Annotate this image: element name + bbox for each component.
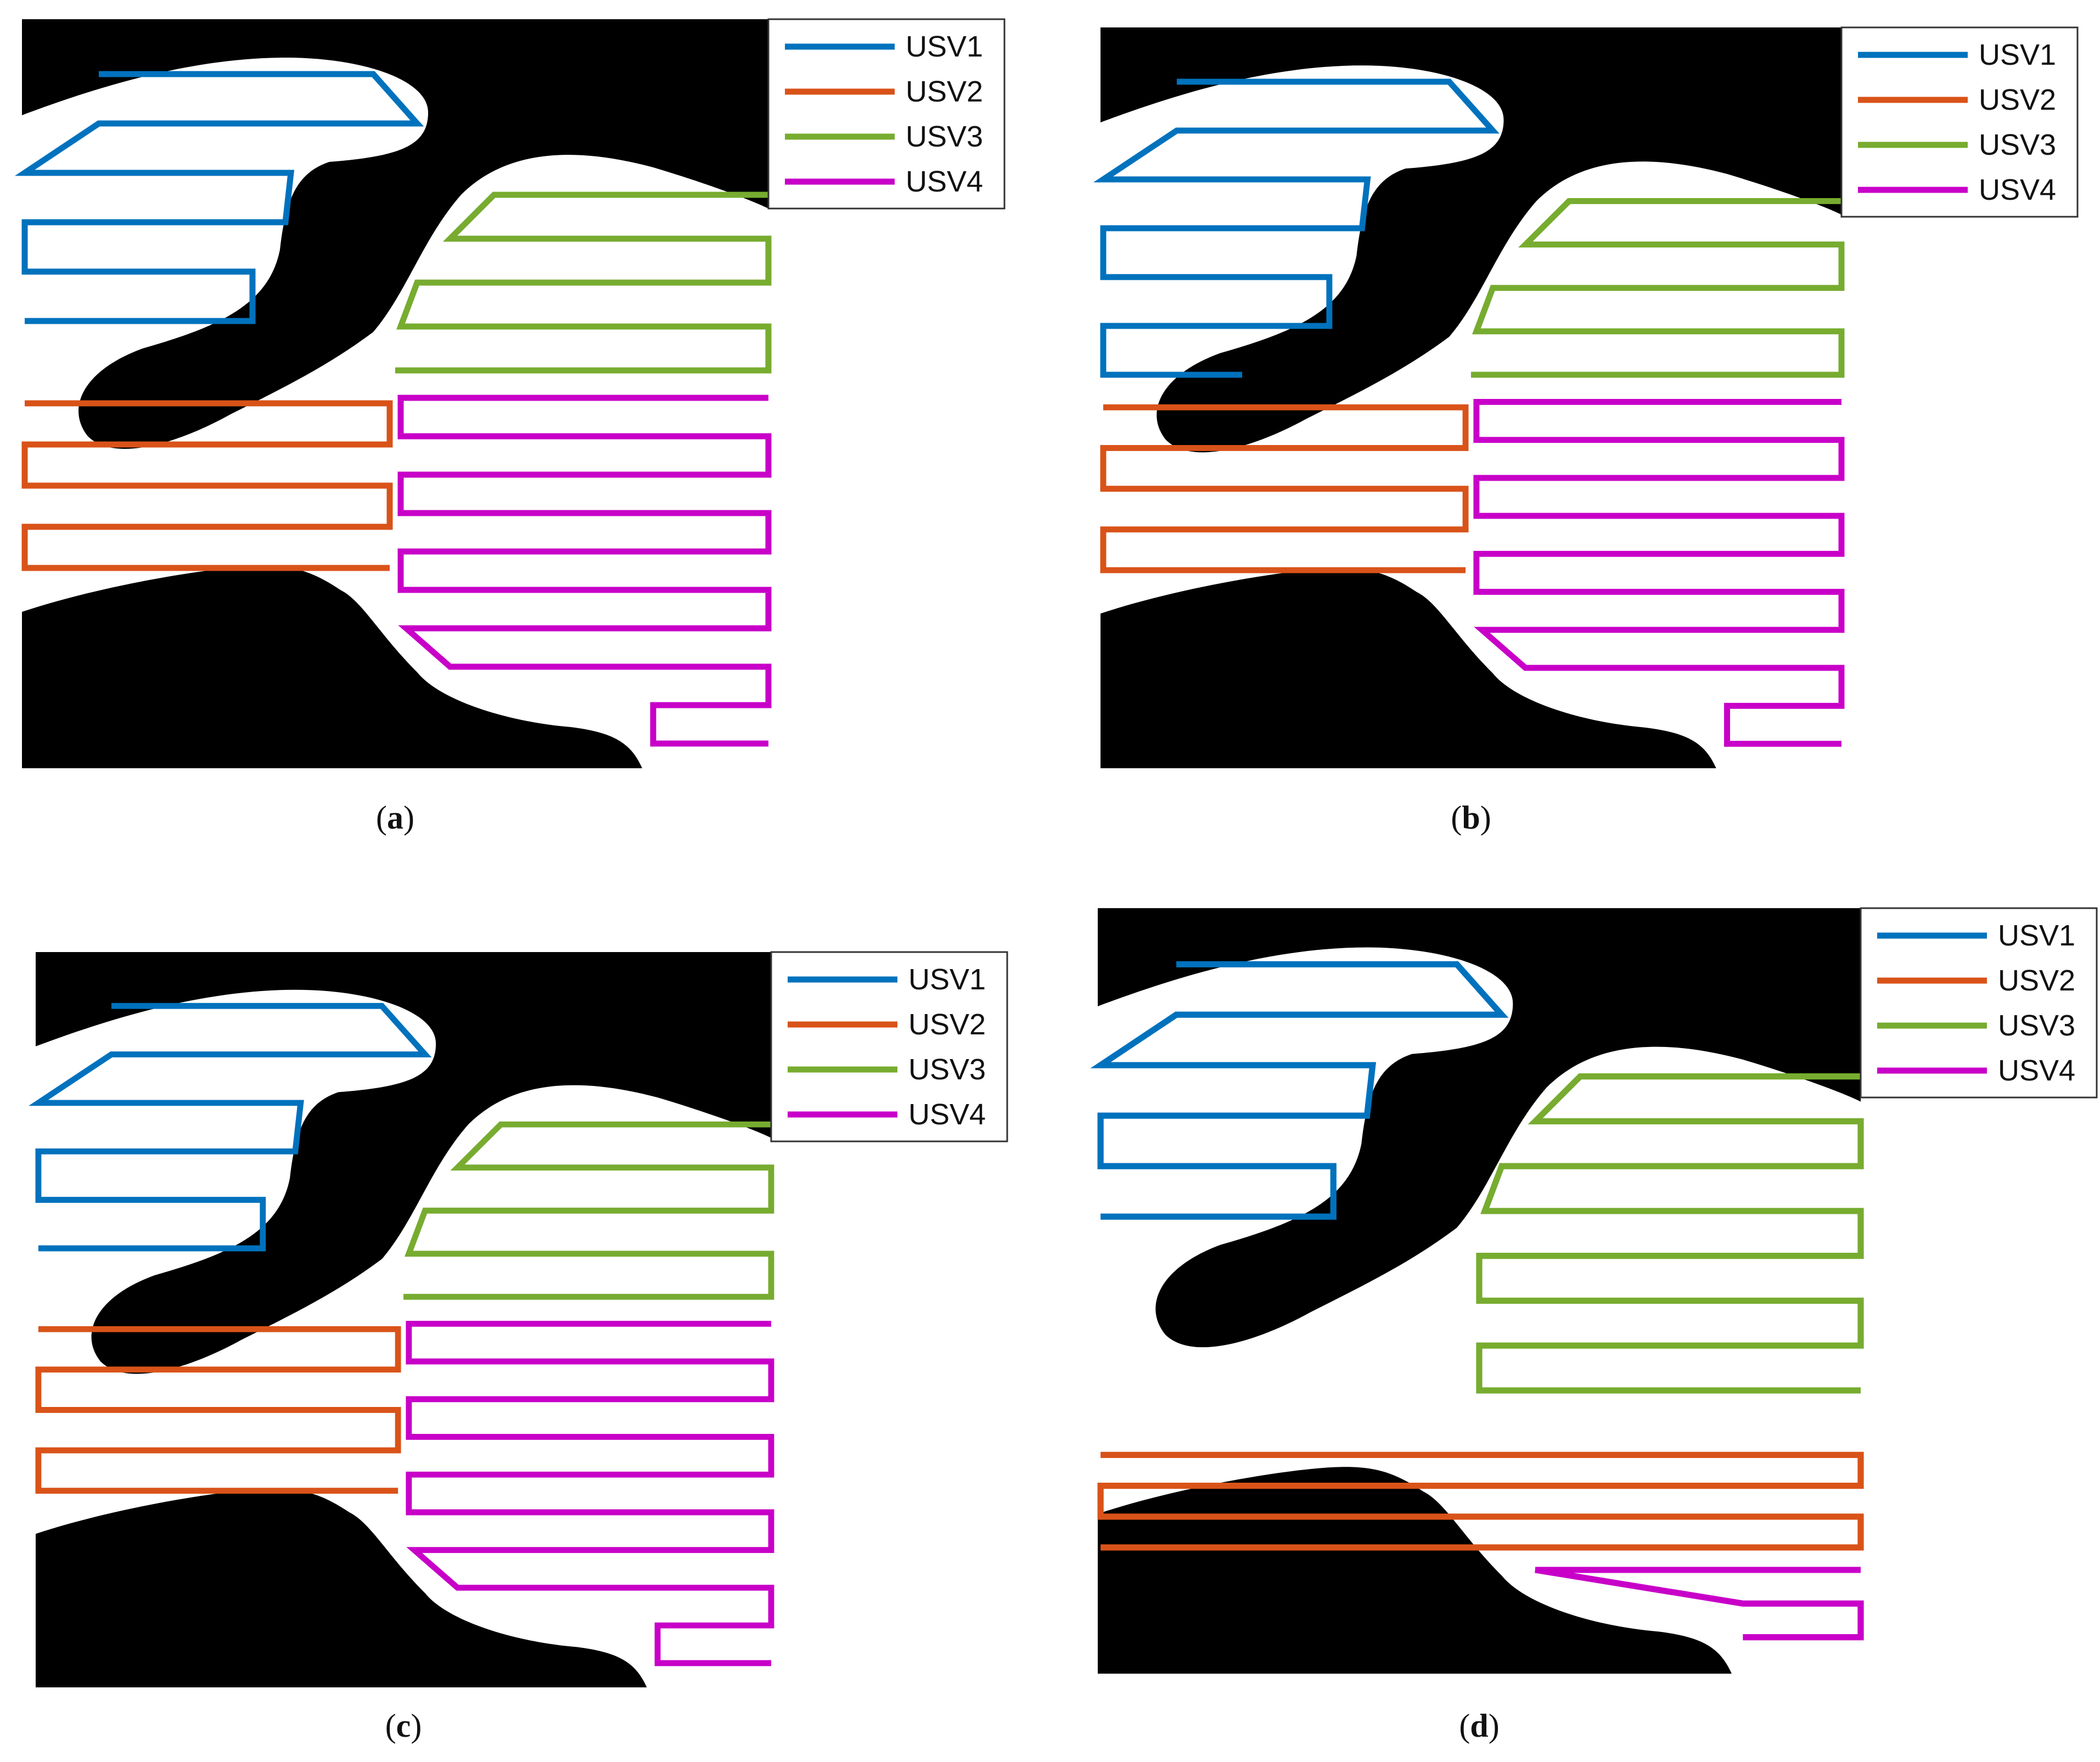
usv3-path (403, 1121, 774, 1300)
usv2-path (1097, 1451, 1864, 1551)
caption-paren-close: ) (1489, 1708, 1500, 1744)
panel-caption: (a) (376, 800, 414, 836)
caption-paren-open: ( (1459, 1708, 1470, 1744)
legend-label-usv3: USV3 (1998, 1009, 2075, 1042)
caption-paren-close: ) (403, 800, 414, 836)
usv3-path (395, 192, 772, 374)
legend-label-usv1: USV1 (1998, 919, 2075, 952)
legend-label-usv4: USV4 (1979, 173, 2056, 206)
usv2-path (35, 1326, 401, 1494)
legend-label-usv2: USV2 (1979, 83, 2056, 116)
legend-box (767, 18, 1006, 210)
legend-label-usv4: USV4 (1998, 1054, 2075, 1087)
legend-label-usv2: USV2 (906, 75, 983, 108)
legend-label-usv3: USV3 (906, 120, 983, 153)
caption-paren-close: ) (1480, 800, 1491, 836)
caption-paren-open: ( (1451, 800, 1462, 836)
legend: USV1 USV2 USV3 USV4 (1860, 907, 2098, 1099)
usv3-path (1476, 1073, 1864, 1394)
usv4-path (1473, 398, 1845, 747)
panel-caption: (d) (1459, 1708, 1499, 1744)
map-area (1090, 908, 1864, 1674)
usv1-path (29, 1003, 432, 1252)
caption-letter: c (396, 1708, 411, 1744)
panel-a: USV1 USV2 USV3 USV4 (a) (14, 18, 1006, 836)
legend-label-usv1: USV1 (908, 963, 986, 996)
legend-label-usv2: USV2 (1998, 964, 2075, 997)
legend-label-usv3: USV3 (908, 1053, 986, 1086)
usv4-path (1535, 1567, 1864, 1641)
caption-letter: a (387, 800, 403, 836)
usv1-path (1093, 78, 1500, 378)
panel-d: USV1 USV2 USV3 USV4 (d) (1090, 907, 2098, 1744)
legend-label-usv2: USV2 (908, 1008, 986, 1041)
caption-paren-open: ( (385, 1708, 396, 1744)
panel-b: USV1 USV2 USV3 USV4 (b) (1093, 26, 2079, 836)
usv1-path (1090, 961, 1509, 1220)
water-region (1098, 947, 1861, 1674)
caption-letter: b (1462, 800, 1480, 836)
legend-label-usv1: USV1 (906, 30, 983, 63)
panel-caption: (c) (385, 1708, 422, 1744)
caption-paren-open: ( (376, 800, 387, 836)
usv2-path (21, 400, 393, 571)
legend: USV1 USV2 USV3 USV4 (767, 18, 1006, 210)
usv4-path (397, 395, 772, 747)
legend: USV1 USV2 USV3 USV4 (770, 951, 1008, 1142)
legend-box (770, 951, 1008, 1142)
caption-paren-close: ) (411, 1708, 422, 1744)
map-area (29, 952, 774, 1687)
legend-box (1840, 26, 2079, 218)
usv3-path (1470, 198, 1845, 378)
legend: USV1 USV2 USV3 USV4 (1840, 26, 2079, 218)
map-area (1093, 27, 1845, 769)
usv4-path (406, 1320, 774, 1667)
legend-label-usv4: USV4 (906, 165, 983, 198)
panel-caption: (b) (1451, 800, 1491, 836)
panel-c: USV1 USV2 USV3 USV4 (c) (29, 951, 1008, 1744)
map-area (14, 19, 772, 768)
usv1-path (14, 71, 424, 324)
legend-label-usv3: USV3 (1979, 128, 2056, 161)
legend-label-usv4: USV4 (908, 1098, 986, 1131)
legend-box (1860, 907, 2098, 1099)
usv2-path (1100, 404, 1469, 573)
legend-label-usv1: USV1 (1979, 38, 2056, 71)
caption-letter: d (1470, 1708, 1488, 1744)
